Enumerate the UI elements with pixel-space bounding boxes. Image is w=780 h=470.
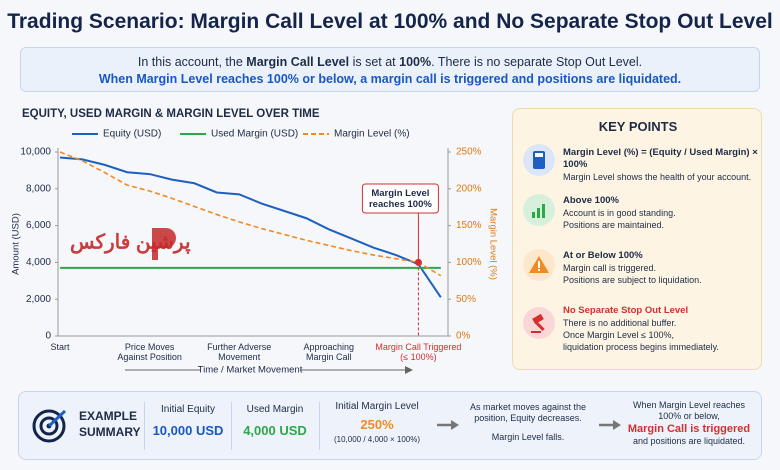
y2-tick-label: 50% [456, 294, 476, 305]
summary-outcome-highlight: Margin Call is triggered [627, 423, 751, 435]
key-point: At or Below 100% Margin call is triggered… [563, 250, 759, 286]
summary-label: Used Margin [246, 404, 304, 415]
summary-value: 250% [360, 417, 394, 432]
icon-growth [523, 194, 555, 226]
key-point-text: Account is in good standing. [563, 208, 676, 218]
watermark-logo [152, 228, 176, 260]
x-tick-label: Approaching Margin Call [304, 342, 355, 362]
key-point-text: Positions are subject to liquidation. [563, 275, 702, 285]
summary-title: EXAMPLE SUMMARY [79, 409, 141, 439]
annotation-point [414, 258, 422, 266]
icon-warning [523, 249, 555, 281]
y-tick-label: 8,000 [26, 183, 51, 194]
key-point-text: Margin Level shows the health of your ac… [563, 172, 752, 182]
key-point-title: Above 100% [563, 195, 619, 206]
y-tick-label: 10,000 [20, 147, 51, 158]
summary-label: Initial Margin Level [335, 401, 419, 412]
chart: EQUITY, USED MARGIN & MARGIN LEVEL OVER … [11, 108, 499, 376]
summary-step-text: As market moves against the position, Eq… [469, 402, 587, 423]
icon-target [32, 409, 67, 443]
icon-gavel [523, 307, 555, 339]
key-point-text: liquidation process begins immediately. [563, 342, 719, 352]
y2-tick-label: 150% [456, 220, 482, 231]
summary-value: 10,000 USD [152, 423, 224, 438]
info-text: 100% [399, 55, 432, 69]
series-line [59, 151, 442, 277]
x-tick-label: Margin Call Triggered (≤ 100%) [375, 342, 461, 362]
y-tick-label: 6,000 [26, 220, 51, 231]
key-point-title: No Separate Stop Out Level [563, 305, 689, 316]
y2-tick-label: 100% [456, 257, 482, 268]
arrow [437, 420, 459, 430]
summary-step: As market moves against the position, Eq… [463, 402, 593, 443]
divider [319, 402, 320, 450]
summary-outcome-text: and positions are liquidated. [632, 436, 746, 446]
summary-value: 4,000 USD [243, 423, 307, 438]
key-point-text: Margin call is triggered. [563, 263, 657, 273]
chart-title: EQUITY, USED MARGIN & MARGIN LEVEL OVER … [22, 108, 320, 120]
key-points-panel: KEY POINTS Margin Level (%) = (Equity / … [512, 108, 762, 370]
x-tick-label: Start [50, 342, 70, 352]
key-point-title: At or Below 100% [563, 250, 643, 261]
divider [144, 402, 145, 450]
summary-formula: (10,000 / 4,000 × 100%) [333, 435, 421, 444]
y-tick-label: 4,000 [26, 257, 51, 268]
key-point-text: Positions are maintained. [563, 220, 665, 230]
key-points-title: KEY POINTS [598, 119, 678, 134]
y-tick-label: 2,000 [26, 294, 51, 305]
info-highlight: When Margin Level reaches 100% or below,… [98, 72, 682, 86]
summary-outcome-text: When Margin Level reaches 100% or below, [632, 400, 746, 421]
icon-calculator [523, 144, 555, 176]
y2-tick-label: 250% [456, 147, 482, 158]
legend-label: Margin Level (%) [334, 129, 410, 140]
divider [231, 402, 232, 450]
summary-item: Initial Equity 10,000 USD [147, 404, 229, 438]
info-line: In this account, the Margin Call Level i… [21, 54, 759, 71]
key-point: No Separate Stop Out Level There is no ad… [563, 305, 759, 353]
summary-item: Used Margin 4,000 USD [234, 404, 316, 438]
key-point-text: Once Margin Level ≤ 100%, [563, 330, 674, 340]
x-tick-label: Further Adverse Movement [207, 342, 271, 362]
y-tick-label: 0 [45, 331, 51, 342]
key-point-title: Margin Level (%) = (Equity / Used Margin… [563, 147, 758, 170]
x-tick-label: Price Moves Against Position [117, 342, 182, 362]
info-text: . There is no separate Stop Out Level. [431, 55, 643, 69]
legend-label: Equity (USD) [103, 129, 161, 140]
summary-label: Initial Equity [161, 404, 215, 415]
info-text: Margin Call Level [246, 55, 350, 69]
summary-outcome: When Margin Level reaches 100% or below,… [623, 400, 755, 447]
key-point: Above 100% Account is in good standing. Po… [563, 195, 759, 231]
key-point: Margin Level (%) = (Equity / Used Margin… [563, 147, 759, 183]
annotation-text: Margin Level reaches 100% [369, 188, 432, 210]
info-text: is set at [349, 55, 400, 69]
y2-tick-label: 200% [456, 183, 482, 194]
key-point-text: There is no additional buffer. [563, 318, 677, 328]
y2-tick-label: 0% [456, 331, 471, 342]
x-axis-arrowhead [405, 366, 413, 374]
legend-label: Used Margin (USD) [211, 129, 298, 140]
summary-item: Initial Margin Level 250% (10,000 / 4,000 … [322, 401, 432, 444]
info-box: In this account, the Margin Call Level i… [20, 47, 760, 92]
arrow [599, 420, 621, 430]
info-text: In this account, the [137, 55, 247, 69]
y-axis-title: Amount (USD) [11, 213, 22, 275]
summary-box: EXAMPLE SUMMARY Initial Equity 10,000 USD… [18, 391, 762, 460]
series-line [59, 156, 442, 298]
x-axis-title: Time / Market Movement [198, 365, 303, 376]
page-title: Trading Scenario: Margin Call Level at 1… [7, 10, 773, 33]
summary-step-result: Margin Level falls. [491, 432, 565, 442]
annotation-box [361, 183, 439, 214]
y2-axis-title: Margin Level (%) [487, 208, 498, 280]
